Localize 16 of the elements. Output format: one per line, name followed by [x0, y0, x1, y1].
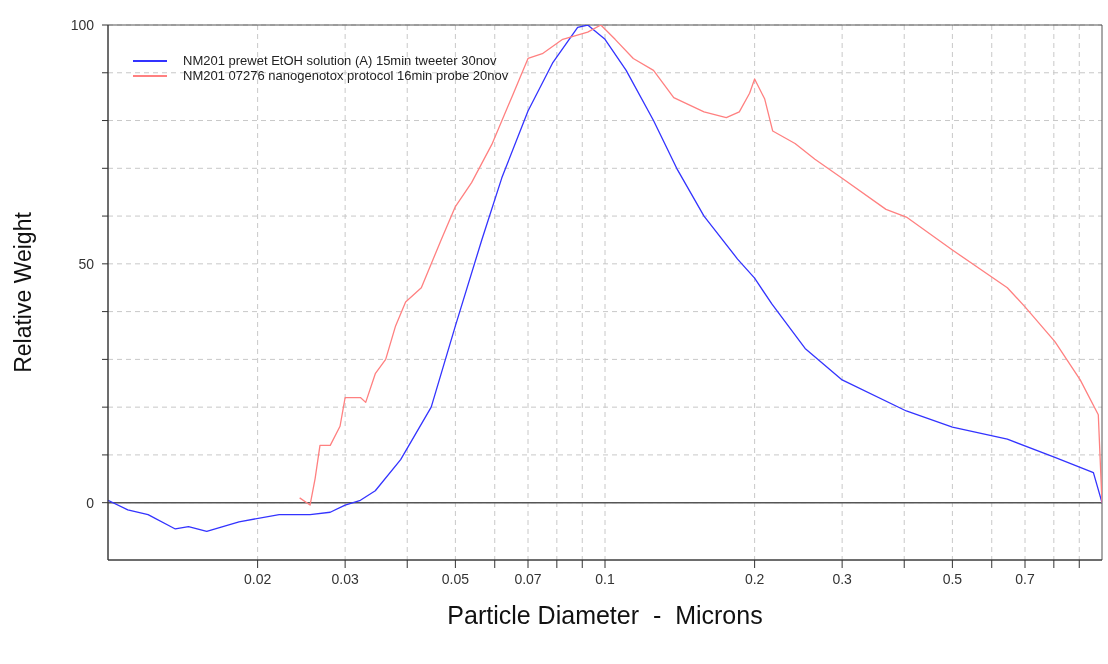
x-tick-label: 0.3	[832, 571, 853, 587]
y-axis-title: Relative Weight	[10, 211, 37, 373]
x-tick-label: 0.2	[744, 571, 765, 587]
x-axis-title: Particle Diameter - Microns	[447, 601, 763, 629]
x-tick-label: 0.7	[1015, 571, 1035, 587]
x-tick-label: 0.5	[942, 571, 963, 587]
x-tick-label: 0.03	[331, 571, 359, 587]
x-tick-label: 0.07	[514, 571, 542, 587]
legend-label: NM201 prewet EtOH solution (A) 15min tweeter 30nov	[183, 53, 497, 68]
x-tick-label: 0.1	[595, 571, 615, 587]
y-tick-label: 0	[86, 494, 95, 511]
x-tick-label: 0.02	[243, 571, 272, 587]
legend-label: NM201 07276 nanogenotox protocol 16min probe 20nov	[183, 68, 509, 83]
y-tick-label: 100	[70, 17, 95, 33]
x-tick-label: 0.05	[441, 571, 470, 587]
y-tick-label: 50	[78, 255, 95, 272]
